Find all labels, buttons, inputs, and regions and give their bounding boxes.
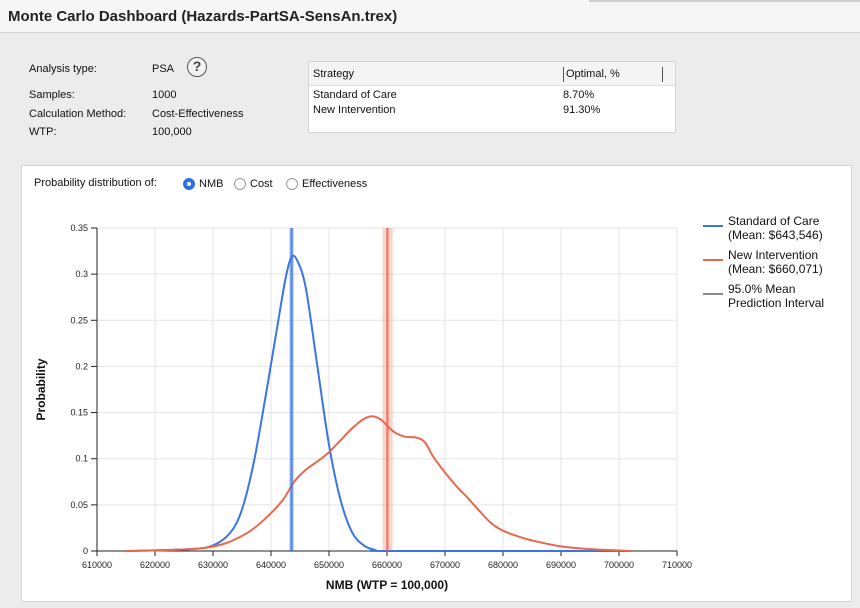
radio-cost[interactable]: Cost [234, 177, 273, 191]
legend-label: Standard of Care [728, 214, 820, 228]
analysis-type-label: Analysis type: [29, 63, 97, 75]
y-tick-label: 0.05 [70, 500, 88, 510]
y-tick-label: 0.3 [75, 269, 88, 279]
x-tick-label: 660000 [372, 560, 402, 570]
y-tick-label: 0 [83, 546, 88, 556]
calc-method-value: Cost-Effectiveness [152, 108, 244, 120]
x-tick-label: 620000 [140, 560, 170, 570]
x-tick-label: 680000 [488, 560, 518, 570]
radio-label: NMB [199, 178, 224, 190]
y-tick-label: 0.2 [75, 361, 88, 371]
y-axis-label: Probability [34, 358, 48, 420]
window-title: Monte Carlo Dashboard (Hazards-PartSA-Se… [8, 8, 398, 25]
legend-label: New Intervention [728, 248, 818, 262]
column-header-optimal[interactable]: Optimal, % [566, 68, 620, 80]
strategy-cell: New Intervention [313, 104, 396, 116]
radio-label: Cost [250, 178, 273, 190]
y-tick-label: 0.15 [70, 408, 88, 418]
x-tick-label: 640000 [256, 560, 286, 570]
x-tick-label: 670000 [430, 560, 460, 570]
x-tick-label: 650000 [314, 560, 344, 570]
column-header-strategy[interactable]: Strategy [313, 68, 354, 80]
y-tick-label: 0.25 [70, 315, 88, 325]
window-titlebar: Monte Carlo Dashboard (Hazards-PartSA-Se… [0, 0, 860, 33]
radio-button-icon[interactable] [286, 178, 298, 190]
density-curve-new-intervention [125, 415, 631, 552]
radio-nmb[interactable]: NMB [183, 177, 223, 191]
radio-effectiveness[interactable]: Effectiveness [286, 177, 367, 191]
legend-label: 95.0% Mean [728, 282, 795, 296]
wtp-value: 100,000 [152, 126, 192, 138]
strategy-cell: Standard of Care [313, 89, 397, 101]
strategy-table: Strategy Optimal, % Standard of Care 8.7… [308, 61, 676, 133]
help-icon[interactable]: ? [187, 57, 207, 77]
titlebar-divider [589, 0, 860, 2]
analysis-type-value: PSA [152, 63, 175, 75]
column-divider[interactable] [662, 67, 663, 82]
table-header: Strategy Optimal, % [309, 62, 675, 86]
legend-label: (Mean: $660,071) [728, 262, 823, 276]
calc-method-label: Calculation Method: [29, 108, 127, 120]
radio-label: Effectiveness [302, 178, 368, 190]
optimal-cell: 91.30% [563, 104, 601, 116]
optimal-cell: 8.70% [563, 89, 595, 101]
samples-value: 1000 [152, 89, 177, 101]
wtp-label: WTP: [29, 126, 57, 138]
y-tick-label: 0.35 [70, 223, 88, 233]
x-tick-label: 610000 [82, 560, 112, 570]
density-curve-standard-of-care [125, 254, 631, 553]
radio-button-icon[interactable] [183, 178, 195, 190]
chart-panel: Probability distribution of: NMB Cost Ef… [21, 165, 852, 602]
x-tick-label: 710000 [662, 560, 692, 570]
x-tick-label: 700000 [604, 560, 634, 570]
x-tick-label: 630000 [198, 560, 228, 570]
column-divider[interactable] [563, 67, 564, 82]
x-tick-label: 690000 [546, 560, 576, 570]
radio-button-icon[interactable] [234, 178, 246, 190]
legend-label: Prediction Interval [728, 296, 824, 310]
legend-label: (Mean: $643,546) [728, 228, 823, 242]
x-axis-label: NMB (WTP = 100,000) [326, 578, 448, 592]
y-tick-label: 0.1 [75, 454, 88, 464]
samples-label: Samples: [29, 89, 75, 101]
distribution-label: Probability distribution of: [34, 177, 157, 189]
